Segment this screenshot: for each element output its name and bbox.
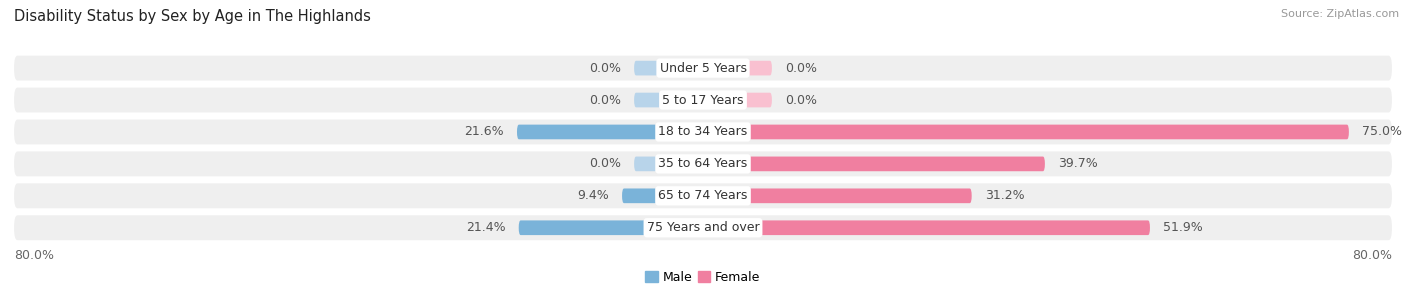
- FancyBboxPatch shape: [14, 215, 1392, 240]
- FancyBboxPatch shape: [14, 183, 1392, 208]
- FancyBboxPatch shape: [703, 125, 1348, 139]
- FancyBboxPatch shape: [703, 156, 1045, 171]
- FancyBboxPatch shape: [519, 221, 703, 235]
- Text: Under 5 Years: Under 5 Years: [659, 62, 747, 75]
- Text: 0.0%: 0.0%: [589, 94, 621, 106]
- Text: 39.7%: 39.7%: [1057, 157, 1098, 170]
- FancyBboxPatch shape: [634, 156, 703, 171]
- Text: 0.0%: 0.0%: [589, 62, 621, 75]
- Text: 51.9%: 51.9%: [1163, 221, 1202, 234]
- FancyBboxPatch shape: [634, 93, 703, 107]
- FancyBboxPatch shape: [14, 152, 1392, 176]
- Text: 80.0%: 80.0%: [14, 249, 53, 263]
- Text: Source: ZipAtlas.com: Source: ZipAtlas.com: [1281, 9, 1399, 19]
- FancyBboxPatch shape: [517, 125, 703, 139]
- FancyBboxPatch shape: [703, 93, 772, 107]
- Text: 9.4%: 9.4%: [578, 189, 609, 202]
- FancyBboxPatch shape: [621, 188, 703, 203]
- Text: 75.0%: 75.0%: [1362, 125, 1402, 138]
- Text: 65 to 74 Years: 65 to 74 Years: [658, 189, 748, 202]
- Text: 0.0%: 0.0%: [589, 157, 621, 170]
- Text: 35 to 64 Years: 35 to 64 Years: [658, 157, 748, 170]
- FancyBboxPatch shape: [14, 120, 1392, 144]
- Text: 75 Years and over: 75 Years and over: [647, 221, 759, 234]
- Text: 21.6%: 21.6%: [464, 125, 505, 138]
- Text: Disability Status by Sex by Age in The Highlands: Disability Status by Sex by Age in The H…: [14, 9, 371, 24]
- FancyBboxPatch shape: [703, 221, 1150, 235]
- FancyBboxPatch shape: [14, 56, 1392, 81]
- Text: 0.0%: 0.0%: [785, 94, 817, 106]
- Text: 18 to 34 Years: 18 to 34 Years: [658, 125, 748, 138]
- FancyBboxPatch shape: [634, 61, 703, 75]
- Text: 80.0%: 80.0%: [1353, 249, 1392, 263]
- FancyBboxPatch shape: [14, 88, 1392, 113]
- FancyBboxPatch shape: [703, 188, 972, 203]
- Text: 31.2%: 31.2%: [984, 189, 1024, 202]
- Text: 0.0%: 0.0%: [785, 62, 817, 75]
- Text: 21.4%: 21.4%: [467, 221, 506, 234]
- FancyBboxPatch shape: [703, 61, 772, 75]
- Text: 5 to 17 Years: 5 to 17 Years: [662, 94, 744, 106]
- Legend: Male, Female: Male, Female: [641, 266, 765, 289]
